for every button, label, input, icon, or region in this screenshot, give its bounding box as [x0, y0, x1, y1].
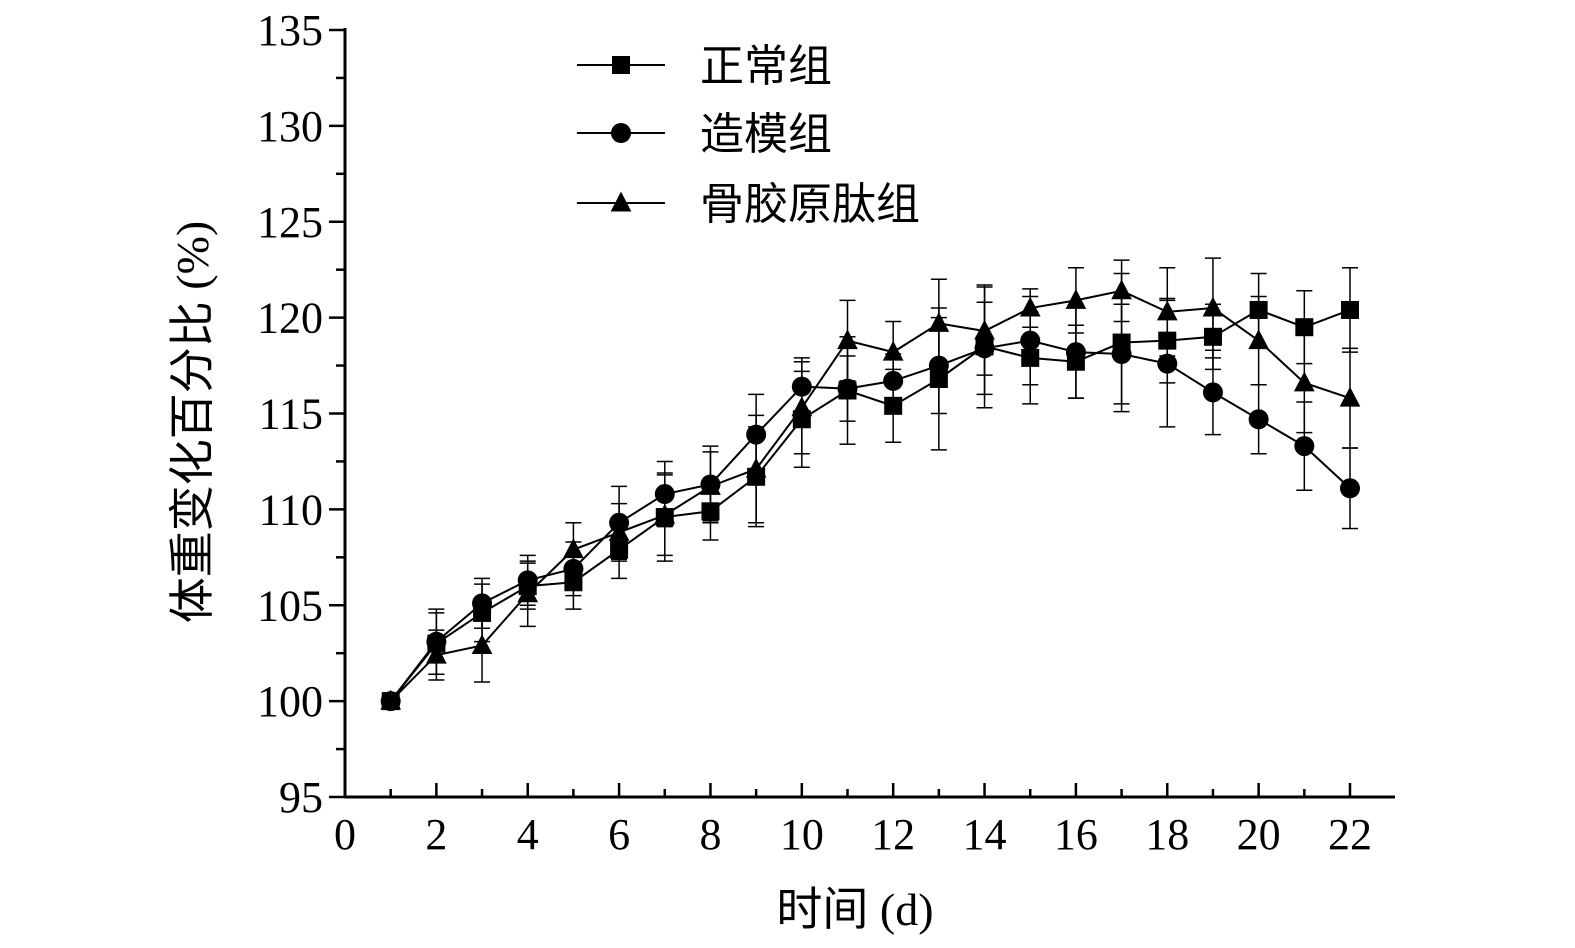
legend-marker [611, 123, 631, 143]
data-point [1293, 371, 1315, 392]
legend-item: 造模组 [577, 110, 832, 159]
data-point [380, 689, 402, 710]
data-point [563, 538, 584, 559]
x-axis-ticks: 0 2 4 6 8 10 12 14 16 18 20 22 [334, 783, 1372, 859]
data-point [928, 312, 950, 332]
data-point [1111, 279, 1132, 300]
data-point [1019, 296, 1041, 317]
y-tick-label: 125 [257, 198, 323, 247]
x-tick-label: 14 [963, 810, 1007, 859]
data-point [1111, 344, 1132, 365]
data-point [1340, 478, 1360, 499]
x-tick-label: 16 [1054, 810, 1098, 859]
data-point [471, 634, 493, 655]
axes [343, 28, 1395, 799]
data-point [1341, 300, 1359, 319]
data-point [1339, 386, 1361, 407]
data-point [1156, 300, 1178, 321]
y-tick-label: 115 [259, 390, 323, 439]
series-line [389, 339, 1351, 702]
data-point [1295, 318, 1314, 337]
series-line [389, 308, 1351, 702]
legend-label: 造模组 [700, 110, 832, 159]
series-circle [380, 295, 1360, 712]
data-point [1294, 436, 1315, 457]
y-tick-label: 130 [257, 102, 323, 151]
y-tick-label: 120 [257, 294, 323, 343]
data-point [837, 329, 858, 350]
data-point [1020, 330, 1041, 351]
data-point [1202, 382, 1223, 403]
x-tick-label: 8 [699, 810, 721, 859]
y-axis-ticks: 95 100 105 110 115 120 125 130 135 [257, 6, 345, 822]
data-point [1248, 409, 1269, 430]
y-tick-label: 95 [279, 773, 323, 822]
x-tick-label: 18 [1145, 810, 1189, 859]
data-point [837, 378, 858, 399]
data-point [517, 582, 539, 603]
data-point [882, 340, 904, 361]
legend-label: 正常组 [700, 42, 832, 91]
y-axis-title: 体重变化百分比 (%) [167, 221, 218, 623]
legend-item: 骨胶原肽组 [577, 180, 920, 229]
x-tick-label: 10 [780, 810, 824, 859]
data-point [1248, 329, 1269, 350]
data-point [974, 319, 995, 340]
y-tick-label: 105 [257, 581, 323, 630]
data-point [700, 475, 721, 495]
x-tick-label: 2 [425, 810, 447, 859]
data-point [1065, 342, 1086, 363]
series-triangle [380, 257, 1361, 710]
x-tick-label: 20 [1237, 810, 1281, 859]
data-point [745, 457, 767, 478]
y-tick-label: 110 [259, 485, 323, 534]
x-tick-label: 0 [334, 810, 356, 859]
data-point [426, 643, 447, 664]
data-point [608, 521, 630, 541]
data-point [791, 396, 813, 417]
data-point [472, 593, 493, 614]
data-point [1202, 296, 1224, 317]
data-point [654, 503, 676, 524]
legend-marker [612, 56, 630, 74]
y-tick-label: 100 [257, 677, 323, 726]
x-tick-label: 6 [608, 810, 630, 859]
data-point [1065, 289, 1087, 309]
x-tick-label: 4 [517, 810, 539, 859]
legend-item: 正常组 [577, 42, 832, 91]
legend-label: 骨胶原肽组 [700, 180, 920, 229]
plot-area [380, 257, 1361, 712]
y-tick-label: 135 [257, 6, 323, 55]
x-tick-label: 12 [871, 810, 915, 859]
data-point [1157, 353, 1178, 374]
series-line [389, 289, 1351, 702]
x-tick-label: 22 [1328, 810, 1372, 859]
legend-marker [610, 191, 632, 212]
x-axis-title: 时间 (d) [776, 884, 933, 935]
